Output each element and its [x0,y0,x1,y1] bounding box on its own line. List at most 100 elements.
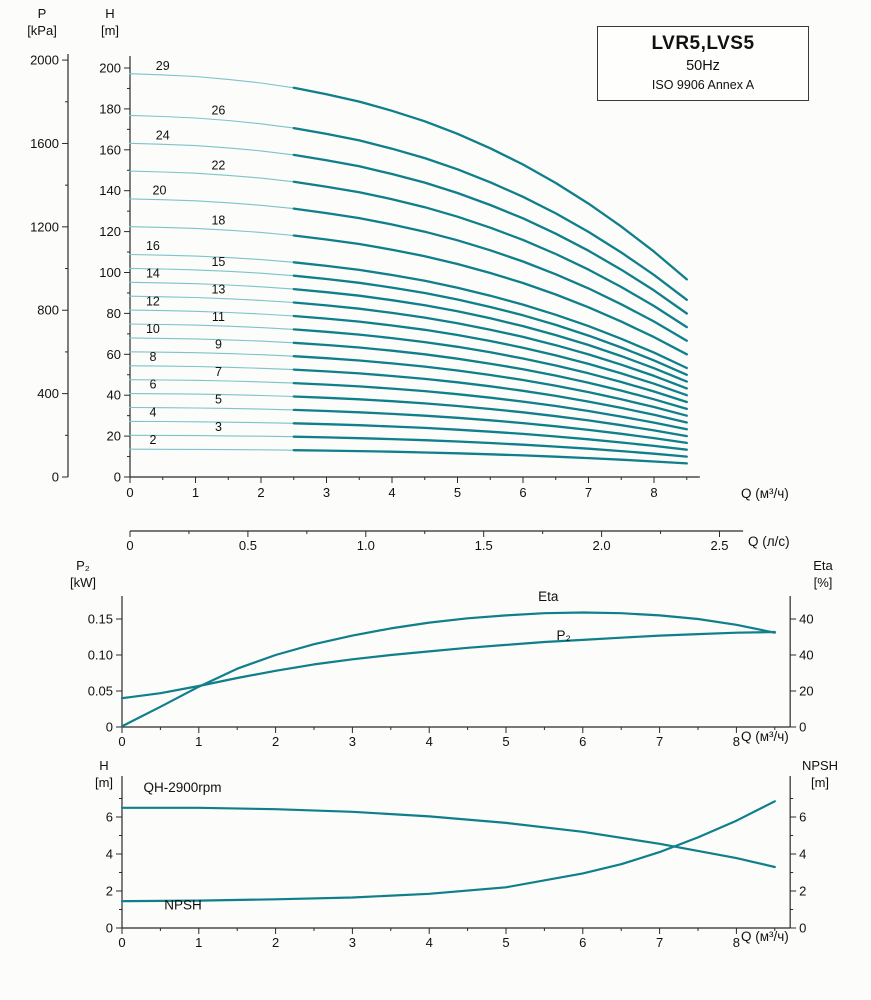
svg-text:2: 2 [257,485,264,500]
svg-text:4: 4 [106,847,113,862]
svg-text:29: 29 [156,59,170,73]
svg-text:1.0: 1.0 [357,538,375,553]
svg-text:7: 7 [585,485,592,500]
power-axis-label: P₂ [kW] [58,558,108,592]
svg-text:20: 20 [153,184,167,198]
svg-text:0: 0 [126,538,133,553]
svg-text:1: 1 [195,734,202,749]
pump-model-title: LVR5,LVS5 [651,33,755,54]
svg-text:180: 180 [99,101,121,116]
secondary-flow-axis-label: Q (л/с) [748,534,790,549]
svg-text:1600: 1600 [30,136,59,151]
axis-label-line: [m] [94,774,114,790]
svg-text:26: 26 [211,104,225,118]
svg-text:4: 4 [426,935,433,950]
top-flow-axis-label: Q (м³/ч) [741,486,789,501]
axis-label-line: [kPa] [27,22,57,38]
frequency-label: 50Hz [686,58,720,74]
svg-text:5: 5 [454,485,461,500]
svg-text:80: 80 [107,306,121,321]
svg-text:0.10: 0.10 [88,648,113,663]
svg-text:0: 0 [106,921,113,936]
svg-text:2.0: 2.0 [593,538,611,553]
svg-text:6: 6 [579,935,586,950]
axis-label-line: H [105,6,115,21]
svg-text:4: 4 [388,485,395,500]
svg-text:160: 160 [99,142,121,157]
svg-text:15: 15 [211,255,225,269]
svg-text:0: 0 [118,935,125,950]
svg-text:10: 10 [146,322,160,336]
svg-text:2000: 2000 [30,53,59,68]
npsh-axis-label: NPSH [m] [790,758,850,792]
svg-text:12: 12 [146,294,160,308]
svg-text:8: 8 [733,935,740,950]
svg-text:2: 2 [106,884,113,899]
svg-text:8: 8 [733,734,740,749]
svg-text:0: 0 [126,485,133,500]
top-pressure-axis-label: P [kPa] [18,6,66,40]
svg-text:8: 8 [650,485,657,500]
svg-text:20: 20 [107,429,121,444]
svg-text:8: 8 [149,350,156,364]
svg-text:200: 200 [99,61,121,76]
axis-label-line: [m] [100,22,120,38]
svg-text:3: 3 [215,420,222,434]
efficiency-axis-label: Eta [%] [798,558,848,592]
axis-label-line: [kW] [70,574,96,590]
svg-text:0: 0 [106,720,113,735]
svg-text:0.15: 0.15 [88,612,113,627]
top-head-axis-label: H [m] [90,6,130,40]
axis-label-line: P [37,6,47,21]
svg-text:60: 60 [107,347,121,362]
svg-text:400: 400 [37,386,59,401]
svg-text:2: 2 [149,433,156,447]
svg-text:2: 2 [272,734,279,749]
svg-text:6: 6 [519,485,526,500]
svg-text:0: 0 [52,470,59,485]
svg-text:1: 1 [195,935,202,950]
svg-text:3: 3 [349,734,356,749]
svg-text:1: 1 [192,485,199,500]
svg-text:0: 0 [799,921,806,936]
svg-text:7: 7 [215,365,222,379]
axis-label-line: [%] [813,574,833,590]
svg-text:2: 2 [272,935,279,950]
svg-text:4: 4 [149,405,156,419]
svg-text:2: 2 [799,884,806,899]
svg-text:5: 5 [502,935,509,950]
axis-label-line: Eta [813,558,833,573]
svg-text:6: 6 [579,734,586,749]
svg-text:11: 11 [212,310,225,324]
svg-text:5: 5 [215,392,222,406]
svg-text:16: 16 [146,239,160,253]
svg-text:3: 3 [323,485,330,500]
svg-text:0: 0 [799,720,806,735]
svg-text:1200: 1200 [30,219,59,234]
svg-text:QH-2900rpm: QH-2900rpm [144,780,222,795]
svg-text:120: 120 [99,224,121,239]
svg-text:140: 140 [99,183,121,198]
svg-text:40: 40 [799,612,813,627]
svg-text:14: 14 [146,267,160,281]
svg-text:9: 9 [215,337,222,351]
svg-text:7: 7 [656,935,663,950]
svg-text:100: 100 [99,265,121,280]
svg-text:4: 4 [799,847,806,862]
bottom-flow-axis-label: Q (м³/ч) [741,929,789,944]
bottom-head-axis-label: H [m] [84,758,124,792]
mid-flow-axis-label: Q (м³/ч) [741,729,789,744]
axis-label-line: H [99,758,109,773]
svg-text:40: 40 [799,648,813,663]
axis-label-line: NPSH [801,758,839,773]
svg-text:800: 800 [37,303,59,318]
svg-text:0: 0 [114,470,121,485]
svg-text:2.5: 2.5 [710,538,728,553]
svg-text:4: 4 [426,734,433,749]
standard-label: ISO 9906 Annex A [651,78,755,92]
svg-text:22: 22 [211,159,225,173]
svg-text:0: 0 [118,734,125,749]
svg-text:0.5: 0.5 [239,538,257,553]
